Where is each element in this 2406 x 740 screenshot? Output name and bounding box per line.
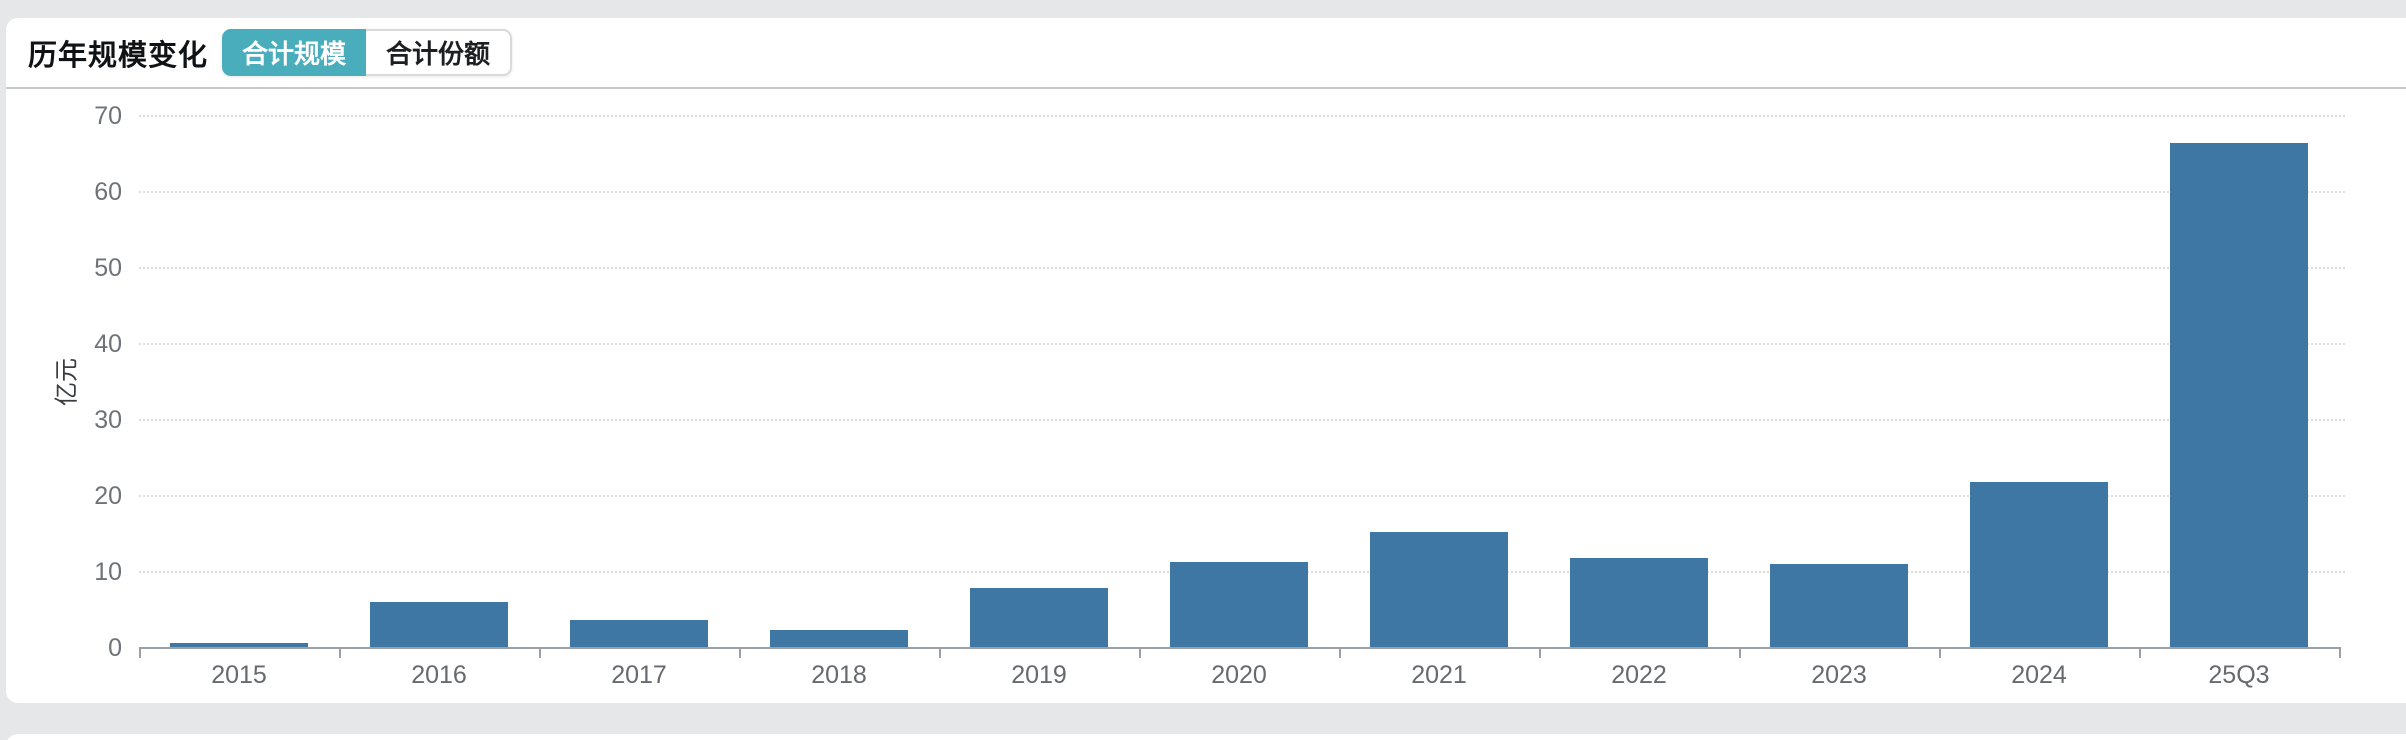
x-tick-label-2018: 2018: [811, 661, 867, 689]
y-tick-label-40: 40: [94, 330, 122, 358]
y-tick-label-20: 20: [94, 482, 122, 510]
x-tick-label-2021: 2021: [1411, 661, 1467, 689]
bar-chart: 亿元 0 10 20 30 40 50 60 70 2015 2016 2017 2018 2019 20…: [6, 91, 2406, 703]
chart-card-header: 历年规模变化 合计规模 合计份额: [6, 18, 2406, 89]
bar-2021[interactable]: [1370, 532, 1508, 648]
chart-card: 历年规模变化 合计规模 合计份额 亿元 0 10 20 30 40 50 60 70 2015 2…: [6, 18, 2406, 703]
gridline-30: [139, 419, 2345, 421]
y-axis-title: 亿元: [53, 358, 81, 406]
bar-2017[interactable]: [570, 620, 708, 648]
y-tick-label-50: 50: [94, 254, 122, 282]
x-tick-label-2017: 2017: [611, 661, 667, 689]
gridline-60: [139, 191, 2345, 193]
x-axis-tick: [339, 649, 341, 658]
metric-toggle-group: 合计规模 合计份额: [222, 29, 513, 76]
gridline-40: [139, 343, 2345, 345]
bar-2018[interactable]: [770, 630, 908, 648]
x-tick-label-2022: 2022: [1611, 661, 1667, 689]
y-tick-label-60: 60: [94, 178, 122, 206]
gridline-20: [139, 495, 2345, 497]
bar-2015[interactable]: [170, 643, 308, 648]
x-tick-label-2015: 2015: [211, 661, 267, 689]
x-tick-label-2020: 2020: [1211, 661, 1267, 689]
gridline-50: [139, 267, 2345, 269]
y-tick-label-0: 0: [108, 634, 122, 662]
x-axis-tick: [139, 649, 141, 658]
y-tick-label-10: 10: [94, 558, 122, 586]
x-axis-tick: [1139, 649, 1141, 658]
bar-2020[interactable]: [1170, 562, 1308, 648]
chart-title: 历年规模变化: [28, 39, 209, 72]
bar-2016[interactable]: [370, 602, 508, 648]
x-axis-tick: [1939, 649, 1941, 658]
bar-2019[interactable]: [970, 588, 1108, 648]
x-axis-tick: [2339, 649, 2341, 658]
tab-total-scale[interactable]: 合计规模: [222, 29, 367, 76]
gridline-70: [139, 115, 2345, 117]
x-axis-tick: [539, 649, 541, 658]
next-card-sliver: [6, 734, 2406, 740]
x-tick-label-2019: 2019: [1011, 661, 1067, 689]
x-tick-label-25Q3: 25Q3: [2208, 661, 2270, 689]
bar-2024[interactable]: [1970, 482, 2108, 648]
y-tick-label-30: 30: [94, 406, 122, 434]
x-tick-label-2023: 2023: [1811, 661, 1867, 689]
bar-2022[interactable]: [1570, 558, 1708, 648]
x-axis-tick: [1339, 649, 1341, 658]
x-tick-label-2016: 2016: [411, 661, 467, 689]
x-axis-tick: [1539, 649, 1541, 658]
x-axis-line: [139, 647, 2341, 649]
x-axis-tick: [739, 649, 741, 658]
tab-total-share[interactable]: 合计份额: [366, 29, 513, 76]
x-axis-tick: [939, 649, 941, 658]
bar-2023[interactable]: [1770, 564, 1908, 648]
x-tick-label-2024: 2024: [2011, 661, 2067, 689]
bar-25Q3[interactable]: [2170, 143, 2308, 648]
y-tick-label-70: 70: [94, 102, 122, 130]
x-axis-tick: [2139, 649, 2141, 658]
x-axis-tick: [1739, 649, 1741, 658]
